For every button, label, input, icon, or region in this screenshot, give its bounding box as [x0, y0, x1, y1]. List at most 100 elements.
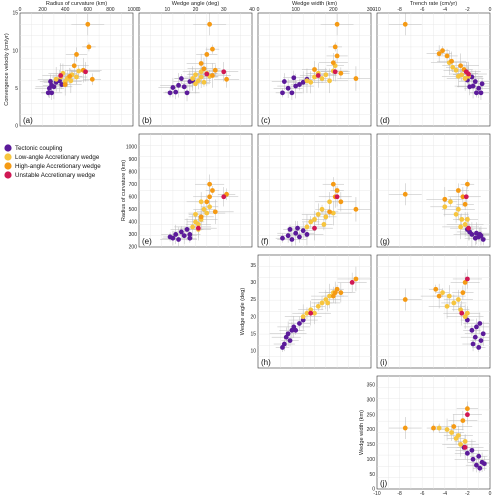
data-point	[289, 237, 295, 242]
y-tick-label: 900	[129, 157, 138, 163]
x-tick-label: 800	[106, 7, 115, 13]
panel-label: (i)	[380, 358, 387, 367]
data-point	[444, 53, 450, 59]
data-point	[201, 79, 207, 85]
data-point	[455, 433, 461, 438]
data-point	[465, 276, 470, 282]
x-tick-label: 0	[489, 491, 492, 497]
data-point	[86, 44, 92, 50]
x-tick-label: -2	[465, 491, 470, 497]
panel-i: (i)	[376, 254, 491, 369]
data-point	[402, 425, 408, 431]
data-point	[68, 78, 74, 84]
data-point	[453, 67, 459, 73]
data-point	[187, 232, 193, 237]
data-point	[353, 206, 359, 212]
data-point	[327, 199, 332, 205]
x-tick-label: -6	[420, 491, 425, 497]
data-point	[440, 290, 445, 296]
x-tick-label: -4	[443, 491, 448, 497]
x-axis-label: Trench rate (cm/yr)	[410, 1, 457, 7]
data-point	[462, 222, 468, 227]
x-tick-label: 100	[291, 7, 300, 13]
data-point	[58, 73, 64, 78]
panel-label: (a)	[23, 116, 33, 125]
x-axis-label: Wedge angle (deg)	[172, 1, 220, 7]
data-point	[198, 61, 204, 66]
data-point	[210, 188, 215, 193]
legend-item-high-angle: High-angle Accretionary wedge	[4, 162, 101, 170]
panel-b: 0 10 20 30 40 Wedge angle (deg) (b)	[138, 1, 255, 127]
data-point	[321, 222, 327, 227]
data-point	[466, 225, 471, 231]
data-point	[444, 303, 450, 309]
data-point	[198, 69, 204, 75]
data-point	[330, 293, 336, 299]
data-point	[89, 76, 95, 82]
panel-label: (f)	[261, 237, 269, 246]
data-point	[204, 71, 210, 77]
data-point	[476, 453, 482, 459]
data-point	[181, 84, 187, 90]
panel-d: -10 -8 -6 -4 -2 0 Trench rate (cm/yr) (d)	[373, 1, 492, 127]
y-tick-label: 50	[369, 472, 375, 478]
data-point	[451, 300, 457, 306]
data-point	[477, 321, 483, 326]
data-point	[198, 214, 204, 220]
data-point	[293, 327, 299, 333]
panel-label: (c)	[261, 116, 271, 125]
data-point	[446, 293, 452, 299]
data-point	[460, 194, 466, 200]
y-tick-label: 400	[129, 220, 138, 226]
data-point	[448, 199, 453, 205]
data-point	[207, 204, 213, 210]
data-point	[193, 81, 198, 87]
y-tick-label: 300	[367, 397, 376, 403]
data-point	[480, 331, 486, 337]
data-point	[476, 345, 482, 350]
data-point	[465, 412, 470, 418]
data-point	[176, 82, 181, 88]
x-tick-label: 600	[84, 7, 93, 13]
data-point	[300, 79, 306, 85]
data-point	[308, 310, 314, 316]
panel-j: -10 -8 -6 -4 -2 0 0 50 100 150 200 250 300 350 Wedge w…	[359, 375, 492, 497]
legend-label-low-angle: Low-angle Accretionary wedge	[15, 154, 100, 161]
data-point	[173, 232, 179, 237]
x-tick-label: -10	[373, 491, 380, 497]
y-tick-label: 30	[250, 280, 256, 286]
data-point	[450, 64, 456, 70]
panel-label: (j)	[380, 479, 387, 488]
data-point	[334, 53, 340, 59]
data-point	[455, 188, 461, 193]
data-point	[465, 310, 470, 316]
panel-label: (g)	[380, 237, 390, 246]
data-point	[433, 286, 439, 292]
data-point	[53, 76, 59, 82]
data-point	[460, 418, 466, 424]
y-axis-label: Radius of curvature (km)	[121, 160, 127, 221]
data-point	[48, 79, 53, 84]
data-point	[470, 456, 476, 462]
data-point	[330, 210, 336, 216]
x-tick-label: 300	[367, 7, 376, 13]
data-point	[469, 447, 475, 453]
data-point	[195, 78, 201, 84]
data-point	[451, 424, 457, 429]
data-point	[178, 76, 184, 81]
y-tick-label: 700	[129, 182, 138, 188]
data-point	[193, 72, 198, 78]
data-point	[338, 199, 344, 205]
panel-label: (e)	[142, 237, 152, 246]
data-point	[353, 76, 359, 81]
data-point	[74, 52, 79, 57]
data-point	[319, 76, 325, 81]
data-point	[59, 82, 65, 87]
x-tick-label: 0	[19, 7, 22, 13]
data-point	[474, 90, 479, 96]
y-tick-label: 250	[367, 412, 376, 418]
y-tick-label: 20	[250, 314, 256, 320]
data-point	[178, 229, 184, 235]
